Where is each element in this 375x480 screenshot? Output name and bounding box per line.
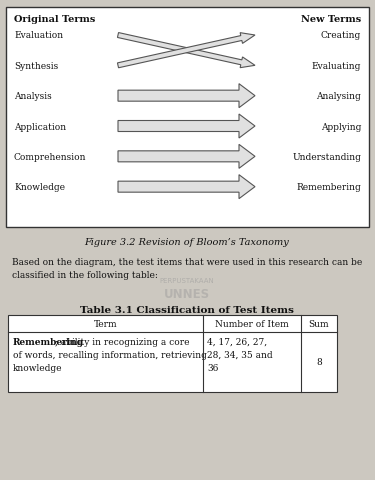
FancyBboxPatch shape <box>8 315 337 392</box>
Text: Figure 3.2 Revision of Bloom’s Taxonomy: Figure 3.2 Revision of Bloom’s Taxonomy <box>85 238 290 247</box>
Polygon shape <box>118 175 255 199</box>
Text: Application: Application <box>14 122 66 131</box>
Text: 8: 8 <box>316 358 322 367</box>
Text: Creating: Creating <box>321 31 361 40</box>
Text: 4, 17, 26, 27,: 4, 17, 26, 27, <box>207 337 267 346</box>
Text: Original Terms: Original Terms <box>14 15 95 24</box>
Polygon shape <box>118 115 255 139</box>
Text: Synthesis: Synthesis <box>14 62 58 71</box>
Text: 36: 36 <box>207 363 218 372</box>
Text: of words, recalling information, retrieving: of words, recalling information, retriev… <box>13 350 207 359</box>
Text: Sum: Sum <box>309 319 329 328</box>
Text: Based on the diagram, the test items that were used in this research can be: Based on the diagram, the test items tha… <box>12 257 362 266</box>
Text: 28, 34, 35 and: 28, 34, 35 and <box>207 350 273 359</box>
Text: Comprehension: Comprehension <box>14 153 87 161</box>
Polygon shape <box>117 34 255 69</box>
Text: PERPUSTAKAAN: PERPUSTAKAAN <box>160 277 214 283</box>
Text: ; ability in recognizing a core: ; ability in recognizing a core <box>56 337 190 346</box>
Text: Number of Item: Number of Item <box>215 319 289 328</box>
Text: Remembering: Remembering <box>13 337 84 346</box>
Text: classified in the following table:: classified in the following table: <box>12 270 158 279</box>
Text: Knowledge: Knowledge <box>14 183 65 192</box>
Text: UNNES: UNNES <box>164 288 210 300</box>
Text: Table 3.1 Classification of Test Items: Table 3.1 Classification of Test Items <box>80 305 294 314</box>
Text: Understanding: Understanding <box>292 153 361 161</box>
Polygon shape <box>117 34 255 69</box>
Text: Evaluation: Evaluation <box>14 31 63 40</box>
Text: Analysing: Analysing <box>316 92 361 101</box>
Polygon shape <box>118 84 255 108</box>
Text: Analysis: Analysis <box>14 92 52 101</box>
Text: Term: Term <box>94 319 117 328</box>
Polygon shape <box>118 145 255 169</box>
Text: Evaluating: Evaluating <box>312 62 361 71</box>
Text: Applying: Applying <box>321 122 361 131</box>
Text: knowledge: knowledge <box>13 363 63 372</box>
Text: New Terms: New Terms <box>301 15 361 24</box>
FancyBboxPatch shape <box>6 8 369 228</box>
Text: Remembering: Remembering <box>296 183 361 192</box>
